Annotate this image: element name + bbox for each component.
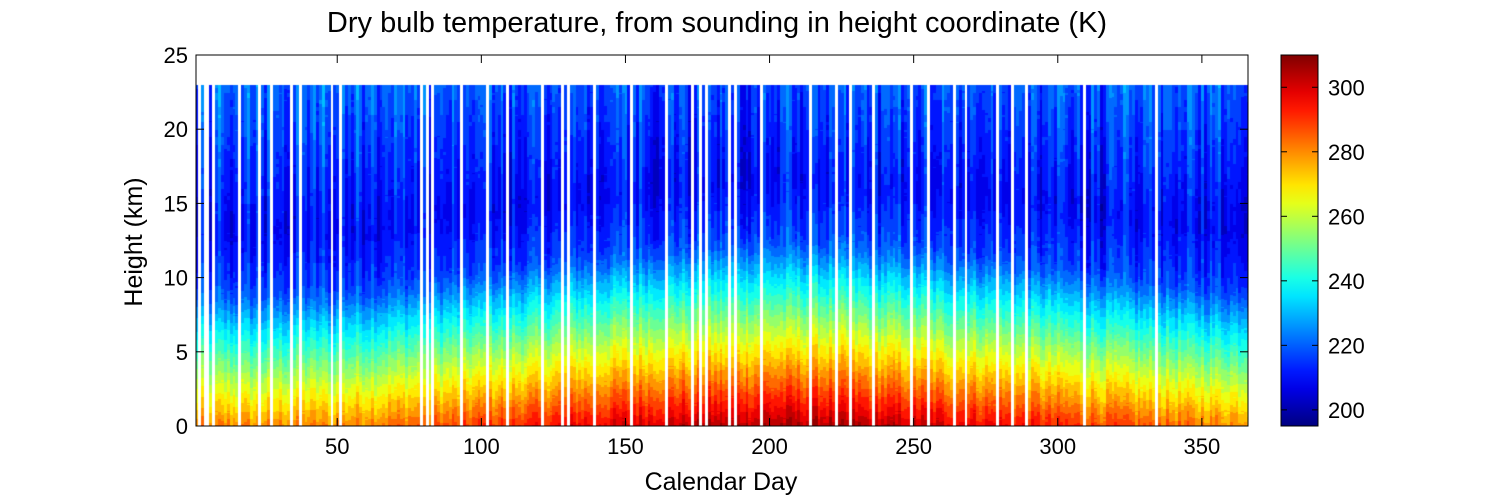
y-tick-label: 0 — [176, 414, 188, 439]
x-tick-label: 300 — [1039, 434, 1076, 459]
heatmap-image — [196, 55, 1248, 426]
x-axis-label: Calendar Day — [645, 468, 798, 496]
x-tick-label: 250 — [895, 434, 932, 459]
x-tick-label: 50 — [325, 434, 349, 459]
y-tick-label: 5 — [176, 340, 188, 365]
colorbar-tick-label: 280 — [1328, 140, 1365, 165]
colorbar-tick-label: 200 — [1328, 398, 1365, 423]
chart-title: Dry bulb temperature, from sounding in h… — [327, 7, 1107, 39]
colorbar-tick-label: 240 — [1328, 269, 1365, 294]
y-tick-label: 25 — [164, 43, 188, 68]
x-tick-label: 200 — [751, 434, 788, 459]
colorbar-tick-label: 220 — [1328, 333, 1365, 358]
y-tick-label: 20 — [164, 117, 188, 142]
axes: 50 100 150 200 250 300 350 0 5 10 15 20 25 — [164, 43, 1249, 459]
colorbar-tick-label: 260 — [1328, 204, 1365, 229]
colorbar-gradient — [1280, 54, 1319, 427]
x-tick-label: 100 — [463, 434, 500, 459]
colorbar: 200 220 240 260 280 300 — [1280, 54, 1365, 427]
y-axis-label: Height (km) — [120, 177, 148, 306]
y-tick-label: 10 — [164, 266, 188, 291]
x-tick-label: 350 — [1184, 434, 1221, 459]
x-tick-label: 150 — [607, 434, 644, 459]
y-tick-label: 15 — [164, 191, 188, 216]
plot-area — [196, 55, 1248, 426]
plot-frame — [195, 54, 1249, 427]
colorbar-tick-label: 300 — [1328, 75, 1365, 100]
